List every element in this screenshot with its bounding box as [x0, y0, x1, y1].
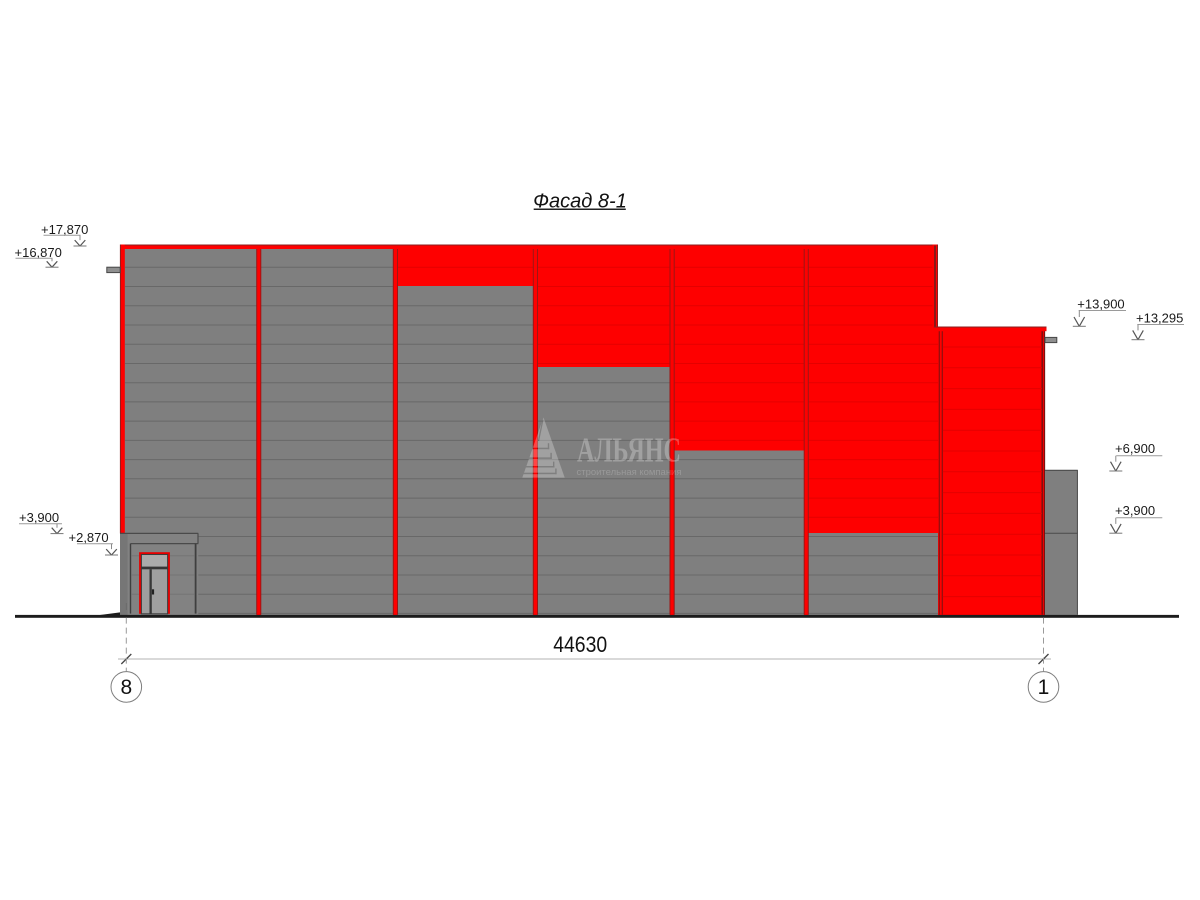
svg-text:44630: 44630 — [553, 632, 607, 657]
svg-text:АЛЬЯНС: АЛЬЯНС — [577, 431, 681, 470]
svg-text:+13,295: +13,295 — [1136, 311, 1183, 326]
svg-text:+2,870: +2,870 — [69, 530, 109, 545]
svg-text:1: 1 — [1038, 676, 1050, 699]
svg-text:+3,900: +3,900 — [19, 510, 59, 525]
svg-text:8: 8 — [120, 676, 132, 699]
svg-text:строительная компания: строительная компания — [577, 467, 682, 478]
svg-text:+17,870: +17,870 — [41, 222, 88, 237]
svg-text:Фасад 8-1: Фасад 8-1 — [533, 191, 627, 213]
svg-text:+3,900: +3,900 — [1115, 503, 1155, 518]
svg-text:+6,900: +6,900 — [1115, 441, 1155, 456]
svg-text:+13,900: +13,900 — [1077, 297, 1124, 312]
svg-text:+16,870: +16,870 — [15, 245, 62, 260]
